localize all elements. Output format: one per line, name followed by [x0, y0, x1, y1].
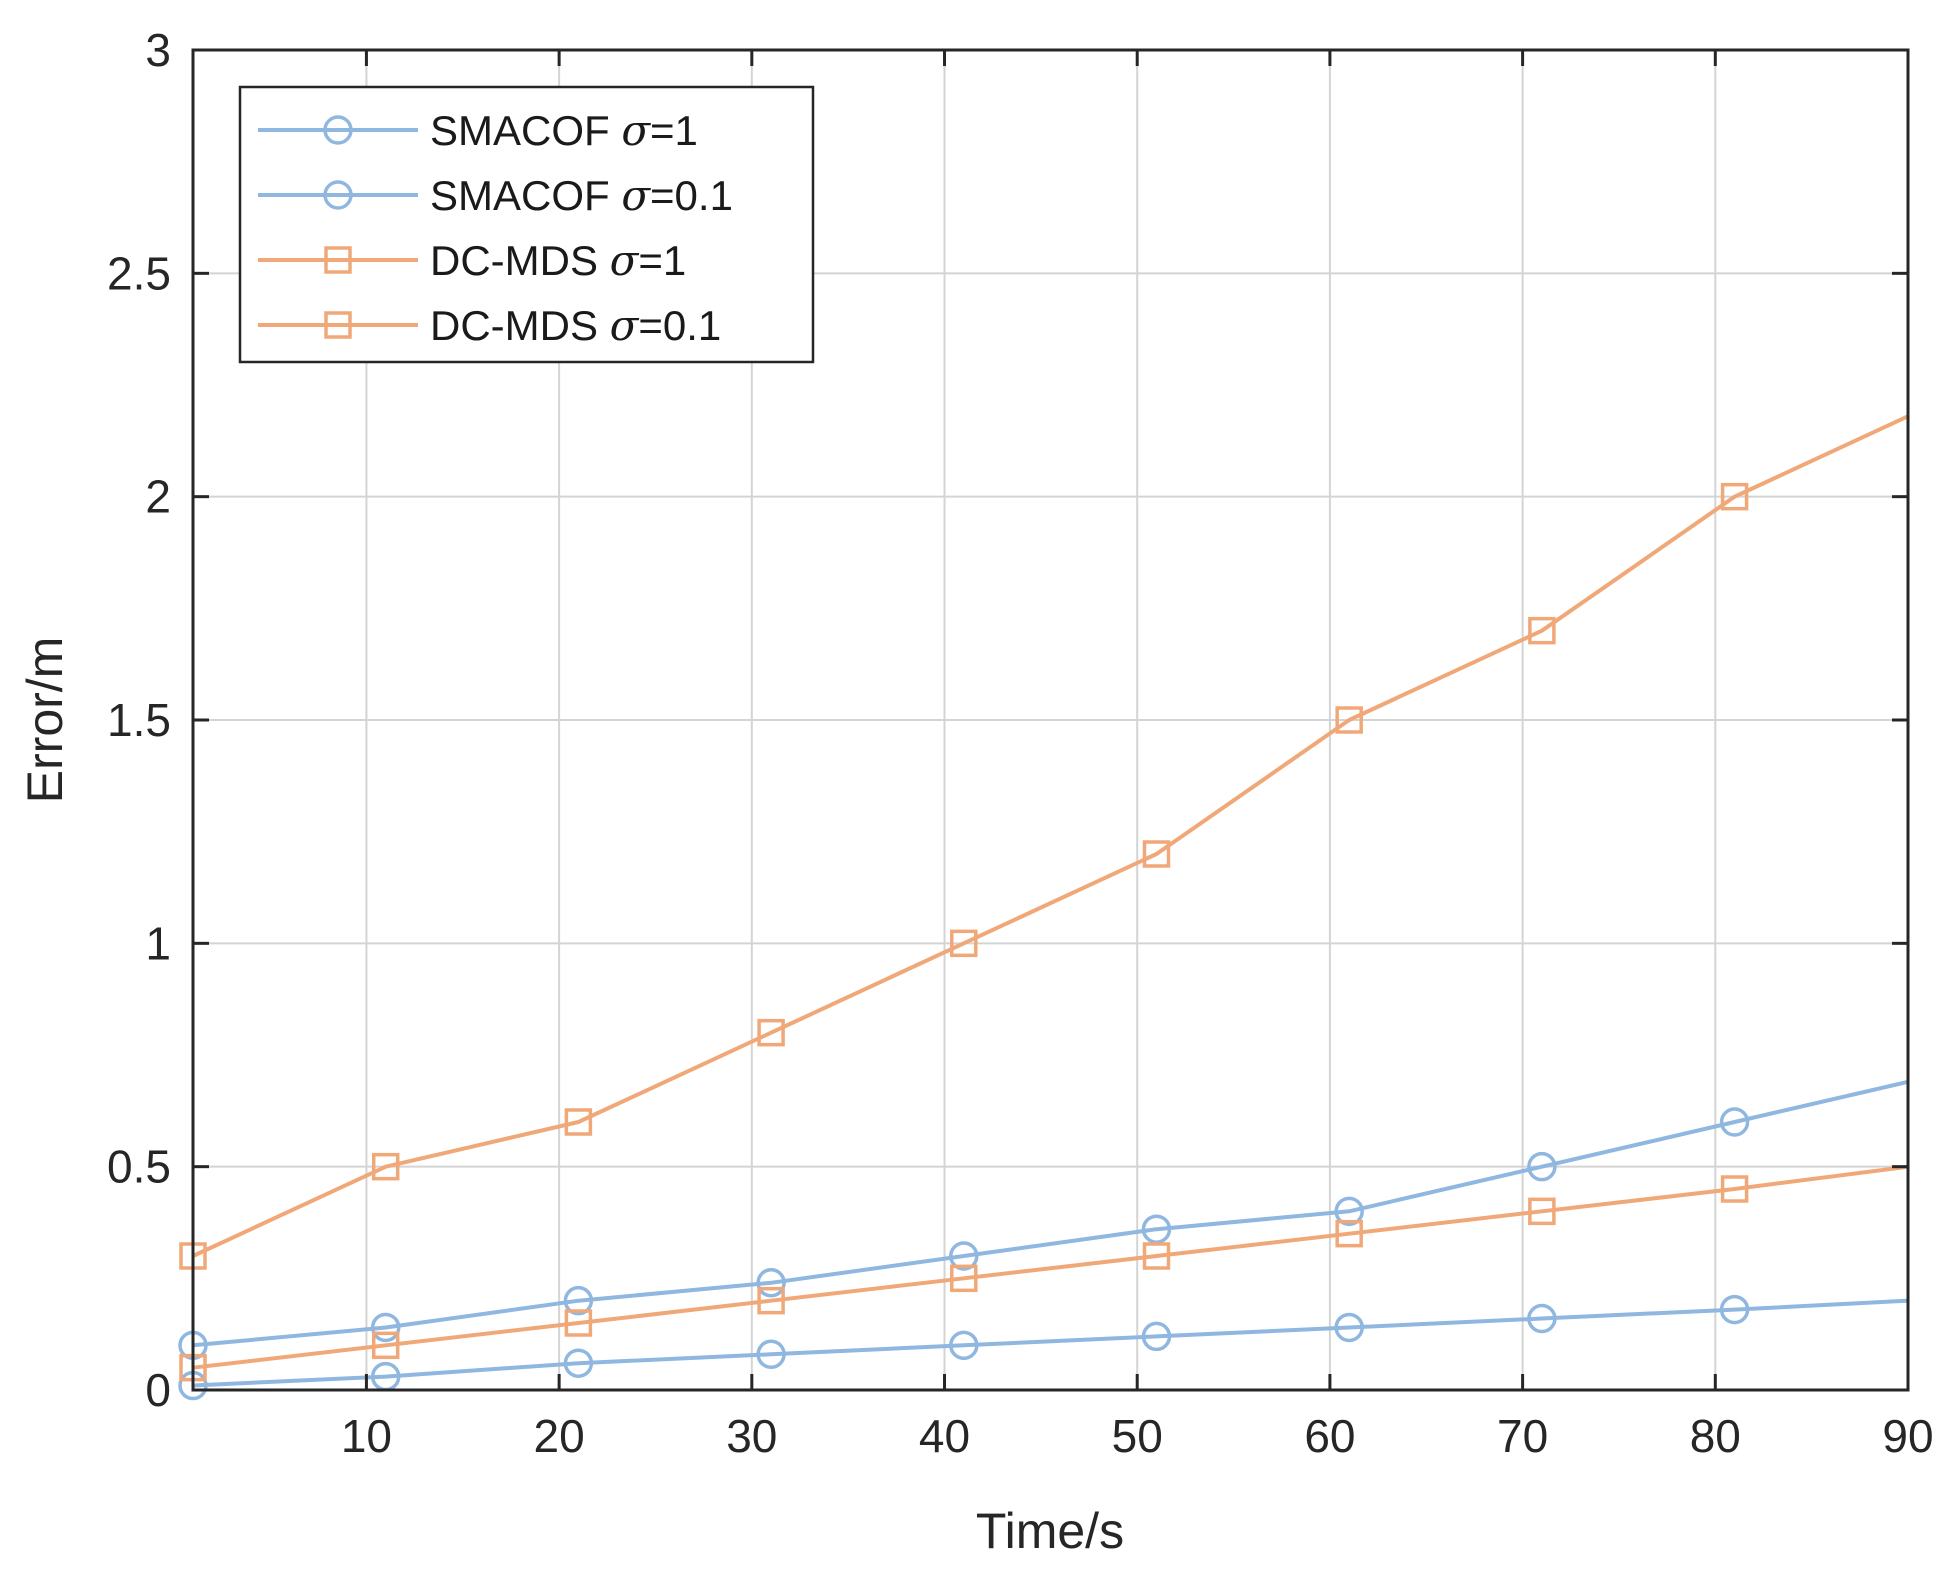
x-tick-label: 30: [726, 1410, 777, 1462]
data-point-marker: [1334, 1312, 1364, 1343]
data-point-marker: [564, 1309, 593, 1337]
y-tick-label: 1: [145, 917, 171, 969]
x-axis-title: Time/s: [976, 1503, 1124, 1559]
data-point-marker: [1720, 1175, 1749, 1203]
legend-entry: DC-MDS σ=0.1: [258, 301, 721, 350]
data-point-marker: [371, 1331, 400, 1360]
x-tick-label: 10: [341, 1410, 392, 1462]
series-line: [192, 414, 1909, 1258]
data-point-marker: [757, 1286, 785, 1315]
series-2: [178, 1294, 1909, 1401]
y-tick-label: 0: [145, 1364, 171, 1416]
series-layer: [178, 414, 1909, 1401]
series-line: [192, 1079, 1909, 1348]
data-point-marker: [1527, 1151, 1557, 1182]
ticks: [193, 48, 1910, 1392]
data-point-marker: [370, 1312, 401, 1343]
tick-labels: 10 20 30 40 50 60 70 80 90 0 0.5 1 1.5 2 2.5 3: [107, 24, 1934, 1462]
legend-marker-sample: [323, 180, 353, 210]
data-point-marker: [1334, 1196, 1364, 1227]
series-3: [179, 414, 1909, 1270]
legend-label: DC-MDS σ=1: [430, 236, 686, 285]
x-tick-label: 80: [1690, 1410, 1741, 1462]
series-1: [178, 1079, 1909, 1361]
x-tick-label: 70: [1497, 1410, 1548, 1462]
x-tick-label: 90: [1882, 1410, 1933, 1462]
x-tick-label: 50: [1112, 1410, 1163, 1462]
x-tick-label: 60: [1304, 1410, 1355, 1462]
data-point-marker: [756, 1339, 786, 1370]
data-point-marker: [1719, 1107, 1750, 1137]
legend: SMACOF σ=1 SMACOF σ=0.1 DC-MDS σ=1 DC-MDS σ…: [238, 85, 815, 364]
data-point-marker: [1335, 706, 1363, 734]
series-4: [179, 1164, 1909, 1382]
legend-entry: DC-MDS σ=1: [258, 236, 686, 285]
data-point-marker: [563, 1348, 594, 1378]
y-axis-title: Error/m: [17, 637, 73, 804]
data-point-marker: [1528, 616, 1556, 645]
data-point-marker: [1719, 1294, 1750, 1325]
legend-label: DC-MDS σ=0.1: [430, 301, 721, 350]
data-point-marker: [950, 929, 978, 958]
legend-box: [238, 85, 815, 364]
legend-marker-sample: [323, 115, 353, 145]
y-tick-label: 0.5: [107, 1141, 171, 1193]
data-point-marker: [371, 1152, 400, 1181]
data-point-marker: [1528, 1197, 1556, 1226]
data-point-marker: [563, 1285, 594, 1316]
data-point-marker: [1335, 1219, 1363, 1248]
legend-label: SMACOF σ=1: [430, 106, 698, 155]
legend-entries: SMACOF σ=1 SMACOF σ=0.1 DC-MDS σ=1 DC-MDS σ…: [258, 106, 733, 350]
data-point-marker: [756, 1268, 786, 1298]
x-tick-label: 40: [919, 1410, 970, 1462]
data-point-marker: [949, 1241, 979, 1271]
data-point-marker: [1141, 1214, 1172, 1244]
data-point-marker: [950, 1264, 978, 1293]
y-tick-label: 2: [145, 471, 171, 523]
legend-entry: SMACOF σ=1: [258, 106, 698, 155]
data-point-marker: [1720, 482, 1749, 511]
data-point-marker: [1142, 1242, 1171, 1270]
data-point-marker: [757, 1018, 785, 1047]
legend-marker-sample: [324, 311, 352, 339]
data-point-marker: [1527, 1303, 1557, 1334]
y-tick-label: 3: [145, 24, 171, 76]
legend-marker-sample: [324, 246, 352, 274]
legend-label: SMACOF σ=0.1: [430, 171, 733, 220]
series-line: [192, 1298, 1909, 1388]
y-tick-label: 2.5: [107, 247, 171, 299]
x-tick-label: 20: [534, 1410, 585, 1462]
legend-entry: SMACOF σ=0.1: [258, 171, 733, 220]
series-line: [192, 1164, 1909, 1370]
y-tick-label: 1.5: [107, 694, 171, 746]
data-point-marker: [1142, 840, 1171, 868]
data-point-marker: [949, 1330, 979, 1361]
data-point-marker: [1141, 1321, 1172, 1352]
data-point-marker: [564, 1108, 593, 1136]
